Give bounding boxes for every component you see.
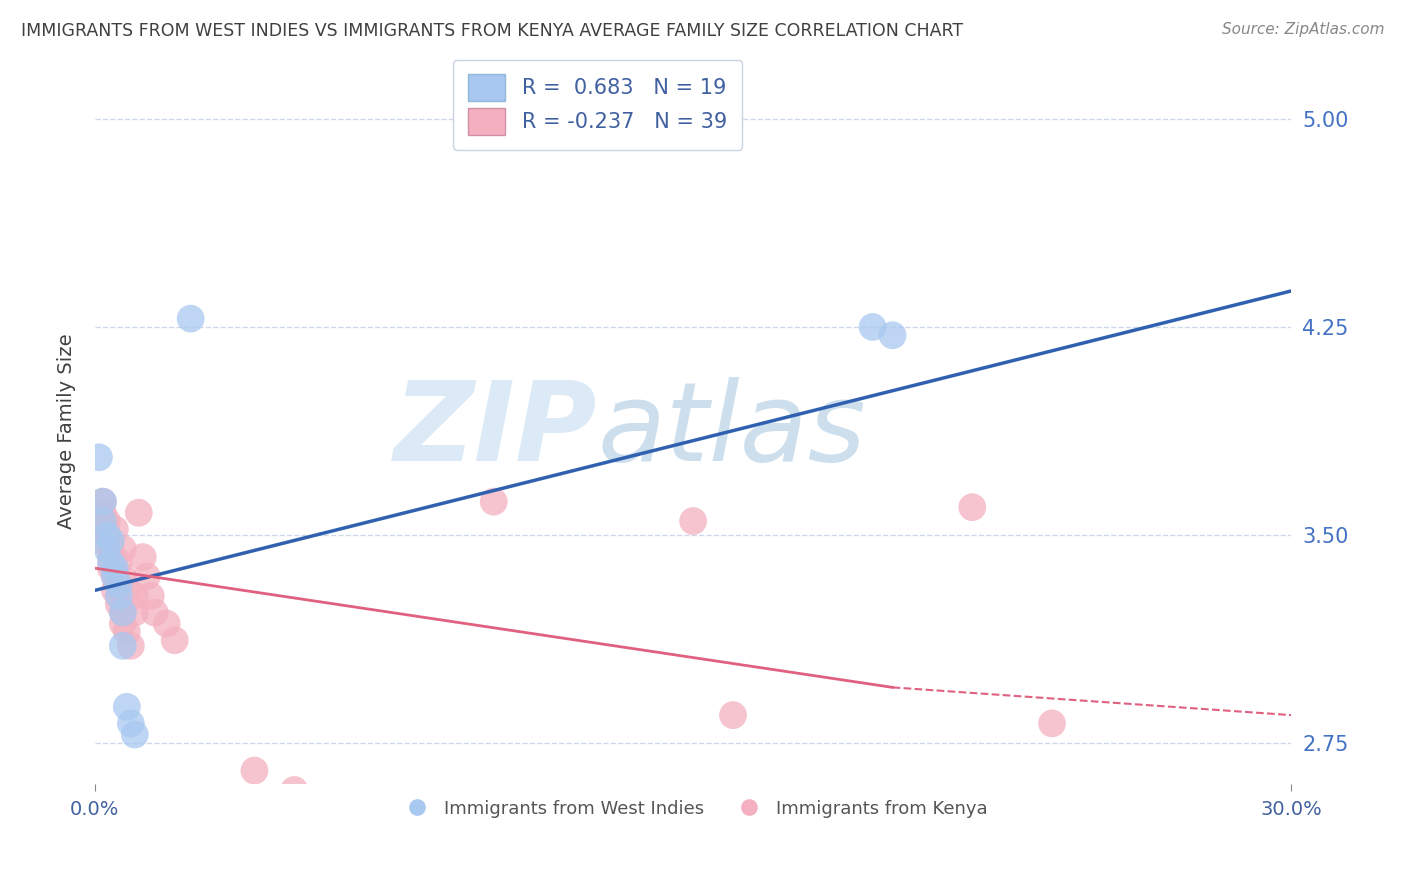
Point [104,561,127,575]
Point [108,578,131,592]
Point [96,528,118,542]
Point [135,569,157,583]
Point [104,522,127,536]
Point [120,716,142,731]
Point [139,589,162,603]
Point [115,699,138,714]
Point [100,541,122,556]
Point [108,589,131,603]
Point [87,533,110,548]
Point [104,583,127,598]
Point [104,569,127,583]
Point [132,550,155,565]
Point [180,311,202,326]
Point [108,556,131,570]
Point [283,783,305,797]
Legend: Immigrants from West Indies, Immigrants from Kenya: Immigrants from West Indies, Immigrants … [391,792,995,825]
Point [108,589,131,603]
Point [862,320,884,334]
Text: Source: ZipAtlas.com: Source: ZipAtlas.com [1222,22,1385,37]
Point [115,624,138,639]
Point [1040,716,1063,731]
Point [682,514,704,528]
Point [96,528,118,542]
Point [120,639,142,653]
Point [104,569,127,583]
Point [111,616,134,631]
Point [882,328,904,343]
Point [111,569,134,583]
Point [91,514,114,528]
Point [128,506,150,520]
Point [156,616,179,631]
Point [124,727,146,741]
Point [91,494,114,508]
Point [143,606,166,620]
Point [111,606,134,620]
Point [100,533,122,548]
Point [163,633,186,648]
Point [91,494,114,508]
Point [1201,833,1223,847]
Text: atlas: atlas [598,377,866,484]
Text: IMMIGRANTS FROM WEST INDIES VS IMMIGRANTS FROM KENYA AVERAGE FAMILY SIZE CORRELA: IMMIGRANTS FROM WEST INDIES VS IMMIGRANT… [21,22,963,40]
Y-axis label: Average Family Size: Average Family Size [58,333,76,529]
Point [962,500,984,515]
Text: ZIP: ZIP [394,377,598,484]
Point [91,506,114,520]
Point [87,450,110,465]
Point [721,708,744,723]
Point [108,597,131,611]
Point [111,541,134,556]
Point [115,583,138,598]
Point [87,522,110,536]
Point [111,606,134,620]
Point [124,606,146,620]
Point [100,561,122,575]
Point [482,494,505,508]
Point [96,541,118,556]
Point [100,556,122,570]
Point [243,764,266,778]
Point [96,514,118,528]
Point [111,639,134,653]
Point [124,589,146,603]
Point [100,550,122,565]
